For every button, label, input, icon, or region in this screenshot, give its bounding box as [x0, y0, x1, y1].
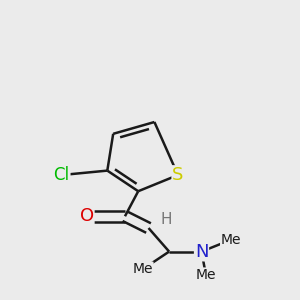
Text: S: S [172, 166, 184, 184]
Text: Me: Me [196, 268, 216, 282]
Text: N: N [195, 243, 208, 261]
Text: Cl: Cl [54, 166, 70, 184]
Text: Me: Me [132, 262, 153, 276]
Text: Me: Me [221, 233, 241, 247]
Text: O: O [80, 207, 94, 225]
Text: H: H [160, 212, 172, 227]
